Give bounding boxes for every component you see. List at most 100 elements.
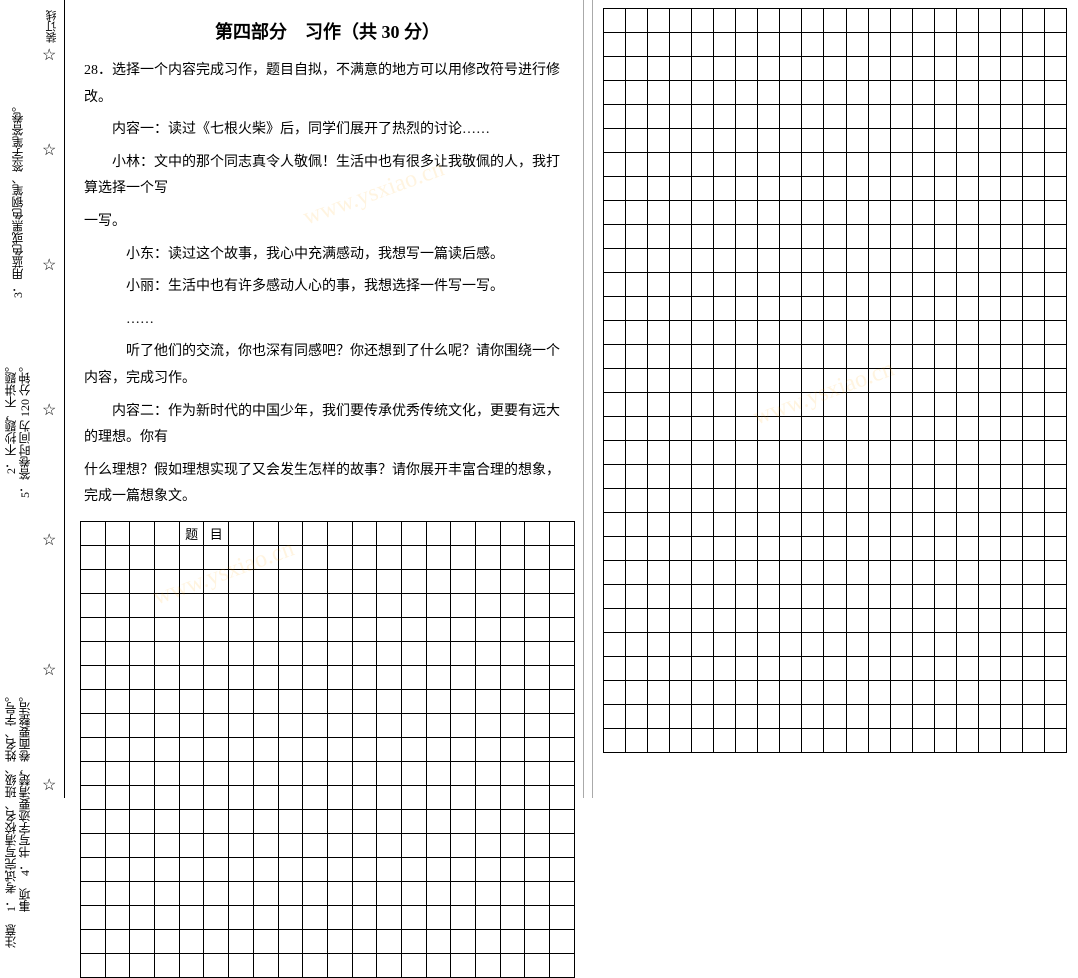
grid-cell[interactable]	[401, 953, 426, 977]
grid-cell[interactable]	[1044, 249, 1066, 273]
grid-cell[interactable]	[802, 297, 824, 321]
grid-cell[interactable]	[130, 929, 155, 953]
grid-cell[interactable]	[956, 633, 978, 657]
grid-cell[interactable]	[802, 153, 824, 177]
grid-cell[interactable]	[648, 297, 670, 321]
grid-cell[interactable]	[912, 9, 934, 33]
grid-cell[interactable]	[868, 105, 890, 129]
grid-cell[interactable]	[401, 881, 426, 905]
grid-cell[interactable]	[956, 441, 978, 465]
grid-cell[interactable]	[714, 441, 736, 465]
grid-cell[interactable]	[229, 641, 254, 665]
grid-cell[interactable]	[890, 177, 912, 201]
grid-cell[interactable]	[253, 593, 278, 617]
grid-cell[interactable]	[401, 545, 426, 569]
grid-cell[interactable]	[692, 393, 714, 417]
grid-cell[interactable]	[451, 857, 476, 881]
grid-cell[interactable]	[692, 729, 714, 753]
grid-cell[interactable]	[692, 129, 714, 153]
grid-cell[interactable]	[846, 129, 868, 153]
grid-cell[interactable]	[1000, 513, 1022, 537]
grid-cell[interactable]	[648, 489, 670, 513]
grid-cell[interactable]	[934, 321, 956, 345]
grid-cell[interactable]	[802, 345, 824, 369]
grid-cell[interactable]	[780, 585, 802, 609]
grid-cell[interactable]	[648, 585, 670, 609]
grid-cell[interactable]	[978, 225, 1000, 249]
grid-cell[interactable]	[890, 657, 912, 681]
grid-cell[interactable]	[550, 857, 575, 881]
grid-cell[interactable]	[377, 593, 402, 617]
grid-cell[interactable]	[912, 33, 934, 57]
grid-cell[interactable]	[155, 617, 180, 641]
grid-cell[interactable]	[377, 617, 402, 641]
grid-cell[interactable]	[714, 633, 736, 657]
grid-cell[interactable]	[604, 369, 626, 393]
grid-cell[interactable]	[802, 81, 824, 105]
grid-cell[interactable]	[155, 833, 180, 857]
grid-cell[interactable]	[179, 593, 204, 617]
grid-cell[interactable]	[648, 705, 670, 729]
grid-cell[interactable]	[846, 249, 868, 273]
grid-cell[interactable]	[846, 705, 868, 729]
grid-cell[interactable]	[352, 641, 377, 665]
grid-cell[interactable]	[670, 489, 692, 513]
grid-cell[interactable]	[1000, 201, 1022, 225]
grid-cell[interactable]	[1044, 201, 1066, 225]
grid-cell[interactable]	[81, 521, 106, 545]
grid-cell[interactable]	[714, 33, 736, 57]
grid-cell[interactable]	[352, 857, 377, 881]
grid-cell[interactable]	[204, 881, 229, 905]
grid-cell[interactable]	[81, 833, 106, 857]
grid-cell[interactable]	[670, 321, 692, 345]
grid-cell[interactable]	[451, 761, 476, 785]
grid-cell[interactable]	[426, 737, 451, 761]
grid-cell[interactable]	[692, 153, 714, 177]
grid-cell[interactable]	[912, 609, 934, 633]
grid-cell[interactable]	[692, 441, 714, 465]
grid-cell[interactable]	[714, 417, 736, 441]
grid-cell[interactable]	[253, 905, 278, 929]
grid-cell[interactable]	[736, 681, 758, 705]
grid-cell[interactable]	[956, 201, 978, 225]
grid-cell[interactable]	[736, 129, 758, 153]
grid-cell[interactable]	[714, 393, 736, 417]
grid-cell[interactable]	[130, 521, 155, 545]
grid-cell[interactable]	[327, 641, 352, 665]
grid-cell[interactable]	[890, 417, 912, 441]
grid-cell[interactable]	[604, 321, 626, 345]
grid-cell[interactable]	[758, 345, 780, 369]
grid-cell[interactable]	[868, 249, 890, 273]
grid-cell[interactable]	[1022, 441, 1044, 465]
grid-cell[interactable]	[377, 737, 402, 761]
grid-cell[interactable]	[278, 857, 303, 881]
grid-cell[interactable]	[780, 297, 802, 321]
grid-cell[interactable]	[802, 441, 824, 465]
grid-cell[interactable]	[670, 417, 692, 441]
grid-cell[interactable]	[824, 561, 846, 585]
grid-cell[interactable]	[736, 705, 758, 729]
grid-cell[interactable]	[670, 297, 692, 321]
grid-cell[interactable]	[377, 689, 402, 713]
grid-cell[interactable]	[780, 33, 802, 57]
grid-cell[interactable]	[956, 369, 978, 393]
grid-cell[interactable]	[550, 569, 575, 593]
grid-cell[interactable]	[130, 953, 155, 977]
grid-cell[interactable]	[525, 929, 550, 953]
grid-cell[interactable]	[1044, 537, 1066, 561]
grid-cell[interactable]	[934, 297, 956, 321]
grid-cell[interactable]	[890, 393, 912, 417]
grid-cell[interactable]	[204, 737, 229, 761]
grid-cell[interactable]	[912, 129, 934, 153]
grid-cell[interactable]	[155, 689, 180, 713]
grid-cell[interactable]	[229, 857, 254, 881]
grid-cell[interactable]	[758, 321, 780, 345]
grid-cell[interactable]	[476, 905, 501, 929]
grid-cell[interactable]	[550, 881, 575, 905]
grid-cell[interactable]	[868, 153, 890, 177]
grid-cell[interactable]	[626, 681, 648, 705]
grid-cell[interactable]	[824, 81, 846, 105]
grid-cell[interactable]	[824, 345, 846, 369]
grid-cell[interactable]	[253, 689, 278, 713]
grid-cell[interactable]	[714, 465, 736, 489]
